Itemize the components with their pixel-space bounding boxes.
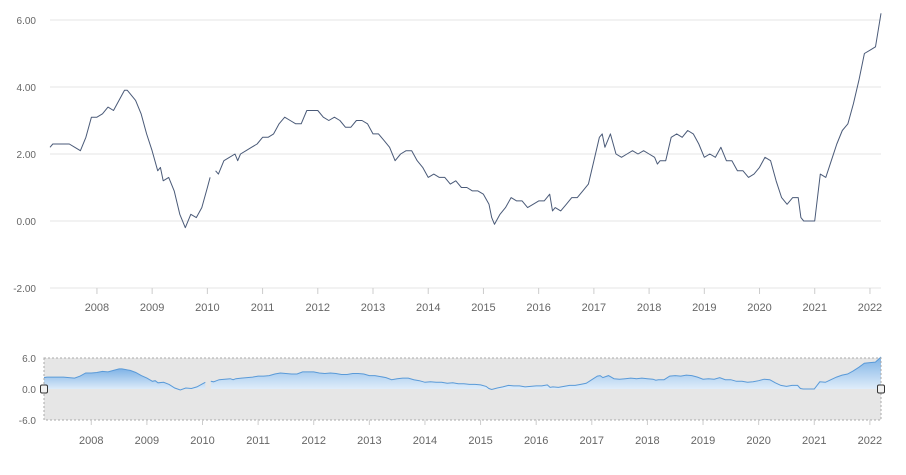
navigator-x-tick-label: 2015 bbox=[468, 435, 492, 447]
navigator-line bbox=[43, 368, 206, 391]
navigator-x-tick-label: 2014 bbox=[413, 435, 437, 447]
navigator-x-tick-label: 2017 bbox=[580, 435, 604, 447]
y-tick-label: 0.00 bbox=[17, 217, 37, 228]
navigator-x-tick-label: 2018 bbox=[635, 435, 659, 447]
y-tick-label: 2.00 bbox=[17, 150, 37, 161]
navigator-x-tick-label: 2012 bbox=[301, 435, 325, 447]
x-tick-label: 2018 bbox=[637, 302, 661, 314]
y-tick-label: -2.00 bbox=[13, 284, 36, 295]
navigator-x-tick-label: 2010 bbox=[190, 435, 214, 447]
series-line bbox=[215, 13, 882, 225]
navigator-handle-left[interactable] bbox=[40, 384, 48, 394]
x-tick-label: 2012 bbox=[306, 302, 330, 314]
x-tick-label: 2015 bbox=[471, 302, 495, 314]
navigator-x-tick-label: 2019 bbox=[691, 435, 715, 447]
x-tick-label: 2019 bbox=[692, 302, 716, 314]
x-tick-label: 2014 bbox=[416, 302, 440, 314]
series-line bbox=[49, 89, 211, 229]
x-tick-label: 2009 bbox=[140, 302, 164, 314]
navigator-y-tick-label: 0.0 bbox=[22, 385, 36, 396]
navigator-x-tick-label: 2009 bbox=[135, 435, 159, 447]
navigator-x-tick-label: 2011 bbox=[246, 435, 270, 447]
navigator-x-tick-label: 2022 bbox=[858, 435, 882, 447]
y-tick-label: 6.00 bbox=[17, 16, 37, 27]
x-tick-label: 2017 bbox=[582, 302, 606, 314]
x-tick-label: 2022 bbox=[858, 302, 882, 314]
navigator-x-tick-label: 2021 bbox=[802, 435, 826, 447]
navigator-handle-right[interactable] bbox=[877, 384, 885, 394]
navigator-x-tick-label: 2016 bbox=[524, 435, 548, 447]
navigator-line bbox=[210, 356, 882, 391]
x-tick-label: 2011 bbox=[251, 302, 275, 314]
y-tick-label: 4.00 bbox=[17, 83, 37, 94]
navigator-area bbox=[210, 357, 882, 390]
navigator-y-tick-label: 6.0 bbox=[22, 354, 36, 365]
navigator-x-tick-label: 2013 bbox=[357, 435, 381, 447]
x-tick-label: 2013 bbox=[361, 302, 385, 314]
navigator-x-tick-label: 2020 bbox=[746, 435, 770, 447]
x-tick-label: 2020 bbox=[747, 302, 771, 314]
x-tick-label: 2016 bbox=[526, 302, 550, 314]
x-tick-label: 2021 bbox=[802, 302, 826, 314]
navigator-x-tick-label: 2008 bbox=[79, 435, 103, 447]
navigator-y-tick-label: -6.0 bbox=[19, 416, 37, 427]
x-tick-label: 2008 bbox=[85, 302, 109, 314]
x-tick-label: 2010 bbox=[195, 302, 219, 314]
